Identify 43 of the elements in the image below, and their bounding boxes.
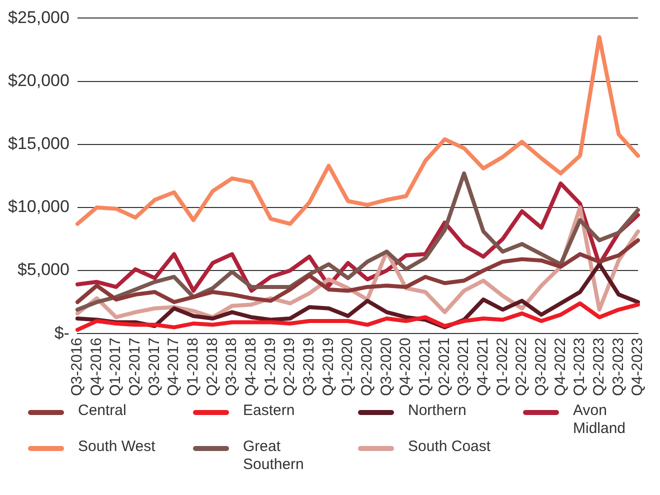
legend-label: Northern: [408, 402, 468, 420]
x-tick-label: Q4-2021: [474, 338, 492, 396]
x-tick-label: Q3-2021: [455, 338, 472, 396]
legend-label: South Coast: [408, 438, 492, 456]
y-tick-label: $20,000: [8, 70, 70, 90]
y-tick-label: $5,000: [17, 260, 70, 280]
legend-label: Avon Midland: [573, 402, 627, 438]
x-tick-label: Q3-2022: [532, 338, 550, 396]
legend-label: Eastern: [243, 402, 296, 420]
y-tick-label: $25,000: [8, 8, 70, 27]
x-tick-label: Q4-2019: [320, 338, 337, 396]
x-tick-label: Q1-2017: [107, 338, 124, 396]
legend-label: Great Southern: [243, 438, 305, 474]
y-tick-label: $-: [54, 323, 70, 342]
y-tick-label: $15,000: [8, 134, 70, 154]
x-tick-label: Q1-2018: [184, 338, 202, 396]
x-tick-label: Q1-2021: [416, 338, 434, 396]
x-tick-label: Q2-2019: [281, 338, 298, 396]
legend-label: South West: [78, 438, 156, 456]
x-tick-label: Q4-2022: [552, 338, 569, 396]
x-tick-label: Q3-2023: [610, 338, 627, 396]
x-tick-label: Q1-2022: [494, 338, 511, 396]
x-tick-label: Q3-2018: [223, 338, 240, 396]
x-tick-label: Q3-2016: [68, 338, 86, 396]
x-tick-label: Q2-2023: [590, 338, 608, 396]
x-tick-label: Q4-2017: [165, 338, 182, 396]
x-tick-label: Q3-2019: [300, 338, 318, 396]
x-tick-label: Q2-2020: [358, 338, 376, 396]
x-tick-label: Q2-2018: [204, 338, 221, 396]
legend-label: Central: [78, 402, 128, 420]
x-tick-label: Q1-2023: [571, 338, 588, 396]
x-tick-label: Q1-2020: [339, 338, 356, 396]
x-tick-label: Q2-2021: [436, 338, 453, 396]
x-tick-label: Q4-2020: [397, 338, 414, 396]
y-tick-label: $10,000: [8, 197, 70, 216]
x-tick-label: Q2-2017: [126, 338, 144, 396]
x-tick-label: Q4-2018: [242, 338, 260, 396]
x-tick-label: Q3-2017: [146, 338, 163, 396]
x-tick-label: Q1-2019: [262, 338, 279, 396]
x-tick-label: Q2-2022: [513, 338, 530, 396]
x-tick-label: Q4-2023: [629, 338, 646, 396]
x-tick-label: Q3-2020: [378, 338, 395, 396]
x-tick-label: Q4-2016: [88, 338, 105, 396]
